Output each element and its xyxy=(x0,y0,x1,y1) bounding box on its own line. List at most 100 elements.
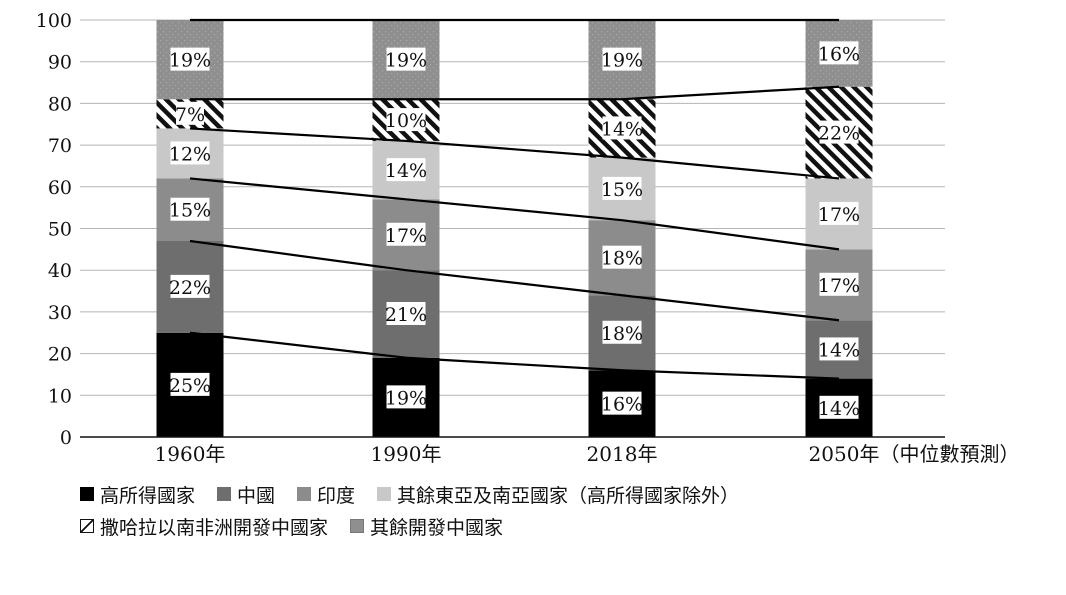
x-tick-label: 2018年 xyxy=(587,442,658,466)
data-label-bg xyxy=(602,320,642,344)
y-tick-label: 70 xyxy=(48,135,72,157)
x-axis-labels: 1960年 1990年 2018年 2050年（中位數預測） xyxy=(155,442,1020,466)
connector-line xyxy=(405,139,623,159)
connector-line xyxy=(405,198,623,222)
data-label: 19% xyxy=(169,50,211,72)
legend-swatch xyxy=(377,487,392,501)
data-label: 22% xyxy=(169,277,211,299)
data-label-bg xyxy=(819,41,859,65)
data-label: 19% xyxy=(385,50,427,72)
data-label: 15% xyxy=(169,200,211,222)
data-label: 17% xyxy=(818,204,860,226)
x-tick-label: 2050年（中位數預測） xyxy=(809,442,1020,466)
connector-line xyxy=(621,156,840,180)
y-tick-label: 80 xyxy=(48,93,72,115)
data-label-bg xyxy=(170,372,210,396)
data-label: 19% xyxy=(601,50,643,72)
data-label: 7% xyxy=(175,104,205,126)
data-label: 14% xyxy=(601,118,643,140)
legend-row-2: 撒哈拉以南非洲開發中國家 其餘開發中國家 xyxy=(80,510,761,542)
data-label: 10% xyxy=(385,110,427,132)
legend-swatch xyxy=(350,519,365,533)
data-label-bg xyxy=(819,120,859,144)
legend-item: 印度 xyxy=(297,481,355,508)
legend-row-1: 高所得國家 中國 印度 其餘東亞及南亞國家（高所得國家除外） xyxy=(80,478,761,510)
data-label-bg xyxy=(602,176,642,200)
data-label: 25% xyxy=(169,375,211,397)
legend-item: 其餘東亞及南亞國家（高所得國家除外） xyxy=(377,481,739,508)
y-tick-label: 40 xyxy=(48,260,72,282)
legend-label: 中國 xyxy=(237,484,276,507)
data-label-bg xyxy=(819,272,859,296)
data-labels: 25% 22% 15% 12% 7% 19% 19% 21% 17% 14% 10% 19% 16% 18… xyxy=(169,41,860,420)
y-tick-label: 50 xyxy=(48,219,72,241)
data-label-bg xyxy=(386,47,426,71)
stacked-bar-chart: 0 10 20 30 40 50 60 70 80 90 100 25% 22% 15% 12% 7% 19%… xyxy=(36,10,1020,466)
data-label: 18% xyxy=(601,323,643,345)
legend-swatch xyxy=(80,519,94,533)
data-label-bg xyxy=(819,395,859,419)
connector-lines xyxy=(189,18,840,380)
y-axis-ticks: 0 10 20 30 40 50 60 70 80 90 100 xyxy=(36,10,72,449)
data-label-bg xyxy=(819,337,859,361)
y-tick-label: 30 xyxy=(48,302,72,324)
data-label: 17% xyxy=(818,275,860,297)
data-label: 16% xyxy=(818,43,860,65)
legend-label: 高所得國家 xyxy=(100,484,196,507)
data-label-bg xyxy=(386,385,426,409)
legend-swatch xyxy=(217,487,232,501)
legend-label: 其餘東亞及南亞國家（高所得國家除外） xyxy=(397,484,740,507)
data-label-bg xyxy=(602,116,642,140)
y-tick-label: 100 xyxy=(36,10,72,32)
connector-line xyxy=(189,177,407,201)
y-tick-label: 60 xyxy=(48,177,72,199)
legend-item: 中國 xyxy=(217,481,275,508)
legend-swatch xyxy=(80,487,94,501)
connector-line xyxy=(405,269,623,297)
connector-line xyxy=(189,331,407,359)
connector-line xyxy=(621,219,840,251)
connector-line xyxy=(621,369,840,380)
data-label-bg xyxy=(386,222,426,246)
y-tick-label: 10 xyxy=(48,385,72,407)
data-label: 15% xyxy=(601,179,643,201)
data-label: 22% xyxy=(818,123,860,145)
data-label-bg xyxy=(170,141,210,165)
legend-label: 撒哈拉以南非洲開發中國家 xyxy=(100,516,329,539)
data-label: 14% xyxy=(818,398,860,420)
y-tick-label: 0 xyxy=(60,427,72,449)
legend-label: 印度 xyxy=(317,484,356,507)
connector-line xyxy=(405,356,623,372)
data-label-bg xyxy=(819,201,859,225)
data-label-bg xyxy=(386,158,426,182)
data-label-bg xyxy=(386,108,426,132)
legend-label: 其餘開發中國家 xyxy=(370,516,504,539)
data-label-bg xyxy=(602,47,642,71)
data-label-bg xyxy=(170,274,210,298)
data-label-bg xyxy=(170,197,210,221)
legend-swatch xyxy=(297,487,312,501)
data-label: 18% xyxy=(601,248,643,270)
legend: 高所得國家 中國 印度 其餘東亞及南亞國家（高所得國家除外） 撒哈拉以南非洲開發中國家… xyxy=(80,478,761,542)
legend-item: 撒哈拉以南非洲開發中國家 xyxy=(80,513,328,540)
connector-line xyxy=(189,239,407,272)
data-label: 12% xyxy=(169,143,211,165)
connector-line xyxy=(621,85,840,101)
legend-item: 其餘開發中國家 xyxy=(350,513,503,540)
data-label-bg xyxy=(386,301,426,325)
connector-line xyxy=(621,294,840,322)
connector-line xyxy=(189,127,407,143)
data-label: 17% xyxy=(385,225,427,247)
x-tick-label: 1960年 xyxy=(155,442,226,466)
data-label-bg xyxy=(170,47,210,71)
data-label: 14% xyxy=(385,160,427,182)
x-tick-label: 1990年 xyxy=(371,442,442,466)
y-tick-label: 90 xyxy=(48,52,72,74)
data-label: 16% xyxy=(601,394,643,416)
data-label-bg xyxy=(602,391,642,415)
data-label-bg xyxy=(602,245,642,269)
data-label: 14% xyxy=(818,339,860,361)
data-label-bg xyxy=(176,101,204,125)
y-tick-label: 20 xyxy=(48,344,72,366)
data-label: 21% xyxy=(385,304,427,326)
